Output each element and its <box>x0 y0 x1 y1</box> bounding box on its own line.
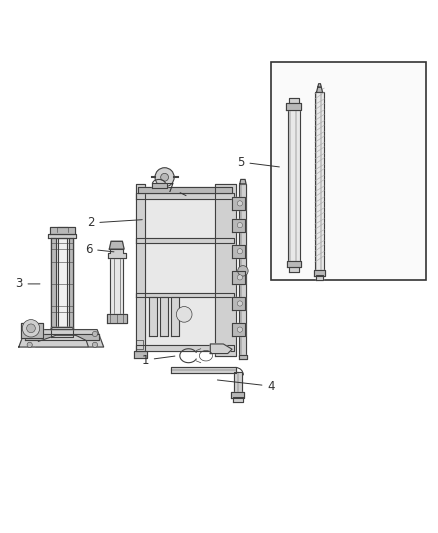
Circle shape <box>237 301 243 306</box>
Circle shape <box>238 265 248 276</box>
Text: 3: 3 <box>15 277 40 290</box>
Polygon shape <box>134 351 147 358</box>
Polygon shape <box>315 92 324 271</box>
Polygon shape <box>69 238 73 327</box>
Polygon shape <box>58 238 67 327</box>
Polygon shape <box>239 356 247 359</box>
Polygon shape <box>171 297 179 336</box>
Polygon shape <box>110 258 123 315</box>
Polygon shape <box>240 184 247 356</box>
Polygon shape <box>108 249 126 258</box>
Polygon shape <box>240 180 246 184</box>
Polygon shape <box>234 372 242 393</box>
Polygon shape <box>233 397 243 402</box>
Circle shape <box>27 324 35 333</box>
Polygon shape <box>210 344 232 353</box>
Circle shape <box>237 327 243 332</box>
Polygon shape <box>314 270 325 276</box>
Polygon shape <box>288 106 300 262</box>
Circle shape <box>237 223 243 228</box>
Text: 5: 5 <box>237 156 279 168</box>
Polygon shape <box>318 84 321 87</box>
Polygon shape <box>50 228 74 234</box>
Bar <box>271 62 426 279</box>
Polygon shape <box>136 192 234 199</box>
Polygon shape <box>51 327 73 337</box>
Text: 2: 2 <box>87 216 142 230</box>
Polygon shape <box>136 293 234 297</box>
Polygon shape <box>152 183 167 188</box>
Circle shape <box>22 320 40 337</box>
Polygon shape <box>136 238 234 243</box>
Circle shape <box>237 201 243 206</box>
Polygon shape <box>232 323 245 336</box>
Polygon shape <box>316 275 323 280</box>
Circle shape <box>155 168 174 187</box>
Polygon shape <box>160 297 168 336</box>
Polygon shape <box>51 238 73 327</box>
Polygon shape <box>232 297 245 310</box>
Polygon shape <box>231 392 244 398</box>
Polygon shape <box>232 197 245 210</box>
Polygon shape <box>232 245 245 258</box>
Circle shape <box>177 306 192 322</box>
Polygon shape <box>50 327 74 329</box>
Circle shape <box>237 275 243 280</box>
Polygon shape <box>287 261 301 268</box>
Polygon shape <box>48 234 76 238</box>
Polygon shape <box>36 335 88 347</box>
Circle shape <box>237 249 243 254</box>
Polygon shape <box>232 219 245 232</box>
Text: 7: 7 <box>167 182 186 196</box>
Polygon shape <box>215 184 237 356</box>
Polygon shape <box>138 188 232 349</box>
Polygon shape <box>138 187 232 192</box>
Polygon shape <box>19 329 104 347</box>
Polygon shape <box>110 241 124 249</box>
Polygon shape <box>171 367 237 373</box>
Text: 4: 4 <box>217 379 275 393</box>
Circle shape <box>92 332 98 336</box>
Polygon shape <box>51 238 56 327</box>
Text: 6: 6 <box>85 243 114 256</box>
Polygon shape <box>289 266 299 272</box>
Polygon shape <box>136 184 145 356</box>
Polygon shape <box>25 334 99 341</box>
Polygon shape <box>107 314 127 323</box>
Polygon shape <box>136 345 234 351</box>
Polygon shape <box>317 87 322 92</box>
Polygon shape <box>232 271 245 284</box>
Circle shape <box>161 173 169 181</box>
Polygon shape <box>289 98 299 103</box>
Text: 1: 1 <box>141 353 175 367</box>
Circle shape <box>27 332 32 336</box>
Polygon shape <box>149 297 157 336</box>
Circle shape <box>92 342 98 348</box>
Polygon shape <box>21 323 43 338</box>
Circle shape <box>27 342 32 348</box>
Polygon shape <box>286 103 301 110</box>
